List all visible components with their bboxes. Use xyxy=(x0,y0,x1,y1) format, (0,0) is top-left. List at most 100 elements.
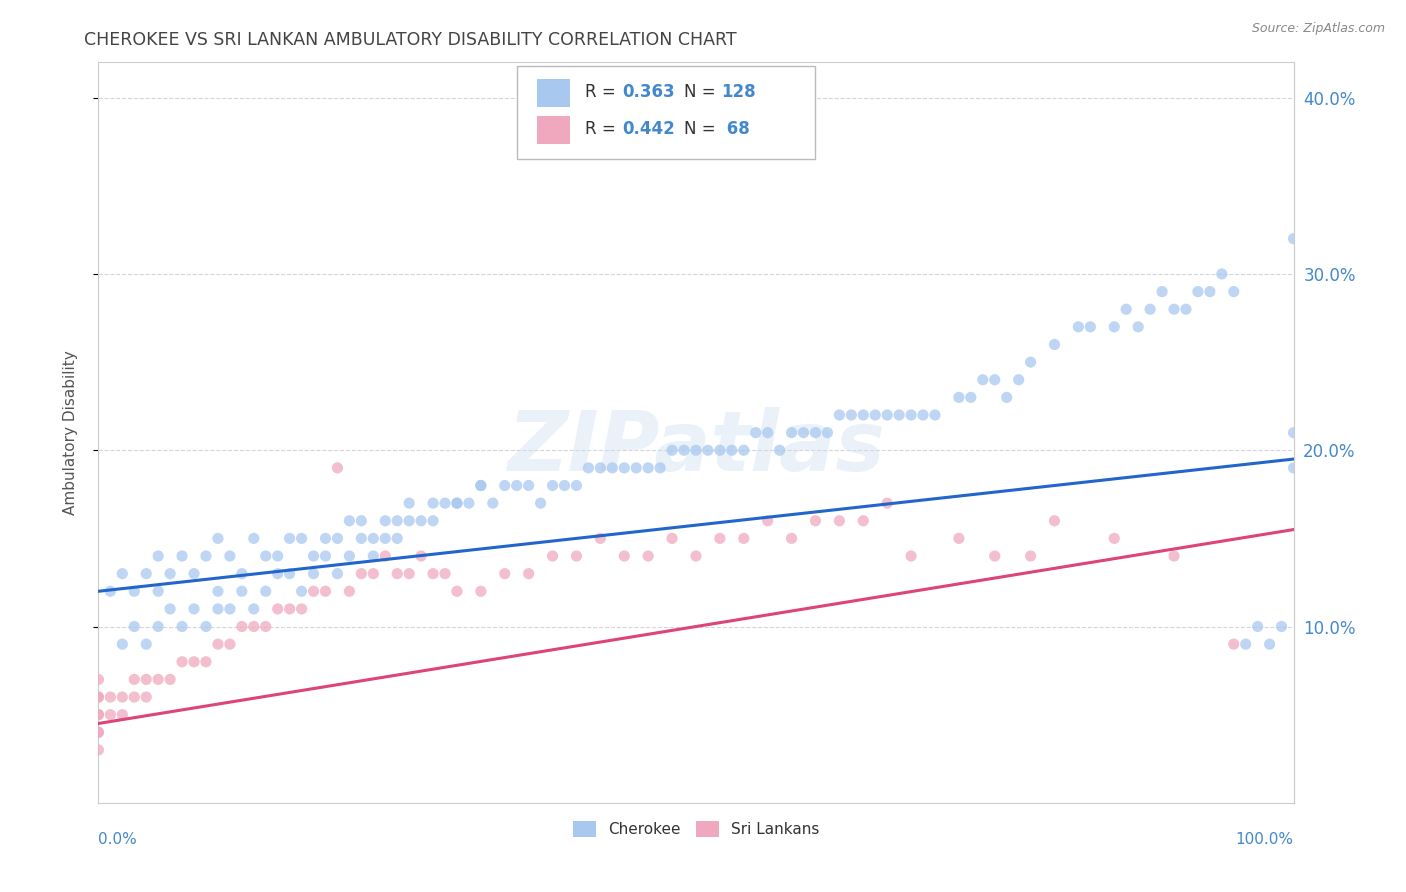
Point xyxy=(411,514,433,528)
Point xyxy=(195,655,218,669)
Point xyxy=(745,425,768,440)
Text: N =: N = xyxy=(685,83,721,101)
Point xyxy=(1152,285,1174,299)
Text: ZIPatlas: ZIPatlas xyxy=(508,407,884,488)
Point xyxy=(350,532,373,546)
Point xyxy=(219,637,242,651)
Text: 68: 68 xyxy=(721,120,749,138)
Point xyxy=(1115,302,1137,317)
Point xyxy=(350,514,373,528)
Point xyxy=(1043,337,1066,351)
Point xyxy=(841,408,863,422)
Point xyxy=(578,461,600,475)
Point xyxy=(350,566,373,581)
Point xyxy=(446,584,468,599)
Point xyxy=(411,549,433,563)
Point xyxy=(87,743,110,757)
Point xyxy=(865,408,887,422)
Point xyxy=(446,496,468,510)
Point xyxy=(172,549,194,563)
Point xyxy=(554,478,576,492)
Point xyxy=(626,461,648,475)
Point xyxy=(195,619,218,633)
Text: 0.0%: 0.0% xyxy=(98,832,138,847)
Point xyxy=(613,549,636,563)
Point xyxy=(589,461,612,475)
Point xyxy=(541,478,564,492)
FancyBboxPatch shape xyxy=(537,116,571,144)
Point xyxy=(339,584,361,599)
Point xyxy=(733,443,755,458)
Point xyxy=(291,602,314,616)
Point xyxy=(326,566,349,581)
Text: 0.442: 0.442 xyxy=(621,120,675,138)
Point xyxy=(98,707,122,722)
Point xyxy=(148,549,170,563)
Point xyxy=(87,673,110,687)
Point xyxy=(470,478,492,492)
Point xyxy=(183,566,205,581)
Point xyxy=(1199,285,1222,299)
Point xyxy=(98,690,122,704)
Point xyxy=(1080,319,1102,334)
Point xyxy=(172,655,194,669)
Point xyxy=(243,532,266,546)
Point xyxy=(924,408,946,422)
Point xyxy=(207,532,229,546)
Point xyxy=(207,602,229,616)
Point xyxy=(804,425,827,440)
Legend: Cherokee, Sri Lankans: Cherokee, Sri Lankans xyxy=(567,815,825,843)
Point xyxy=(278,532,301,546)
Point xyxy=(434,566,457,581)
Text: CHEROKEE VS SRI LANKAN AMBULATORY DISABILITY CORRELATION CHART: CHEROKEE VS SRI LANKAN AMBULATORY DISABI… xyxy=(84,31,737,49)
Point xyxy=(780,425,803,440)
Point xyxy=(530,496,553,510)
Point xyxy=(1163,549,1185,563)
Point xyxy=(159,566,181,581)
Point xyxy=(374,532,396,546)
Point xyxy=(673,443,696,458)
FancyBboxPatch shape xyxy=(517,66,815,159)
Point xyxy=(948,390,970,404)
Point xyxy=(219,602,242,616)
Point xyxy=(506,478,529,492)
Point xyxy=(912,408,935,422)
Point xyxy=(1223,637,1246,651)
Point xyxy=(291,584,314,599)
Point xyxy=(111,637,134,651)
Point xyxy=(183,602,205,616)
Point xyxy=(363,566,385,581)
Point xyxy=(793,425,815,440)
Point xyxy=(315,549,337,563)
Point xyxy=(315,532,337,546)
Point xyxy=(1223,285,1246,299)
Point xyxy=(291,532,314,546)
Point xyxy=(565,549,588,563)
Point xyxy=(434,496,457,510)
Point xyxy=(111,566,134,581)
Point xyxy=(1282,232,1305,246)
Point xyxy=(876,496,898,510)
Point xyxy=(302,566,325,581)
Point xyxy=(87,725,110,739)
Point xyxy=(422,496,444,510)
Point xyxy=(661,532,683,546)
Point xyxy=(339,514,361,528)
Point xyxy=(374,549,396,563)
Point xyxy=(697,443,720,458)
Point xyxy=(422,514,444,528)
Point xyxy=(817,425,839,440)
Point xyxy=(124,584,146,599)
Point xyxy=(589,532,612,546)
Point xyxy=(960,390,983,404)
Text: 128: 128 xyxy=(721,83,755,101)
Point xyxy=(254,619,277,633)
Point xyxy=(398,514,420,528)
Point xyxy=(148,619,170,633)
Point xyxy=(302,549,325,563)
Point xyxy=(326,461,349,475)
Point xyxy=(219,549,242,563)
Point xyxy=(339,549,361,563)
Point xyxy=(650,461,672,475)
Point xyxy=(87,690,110,704)
